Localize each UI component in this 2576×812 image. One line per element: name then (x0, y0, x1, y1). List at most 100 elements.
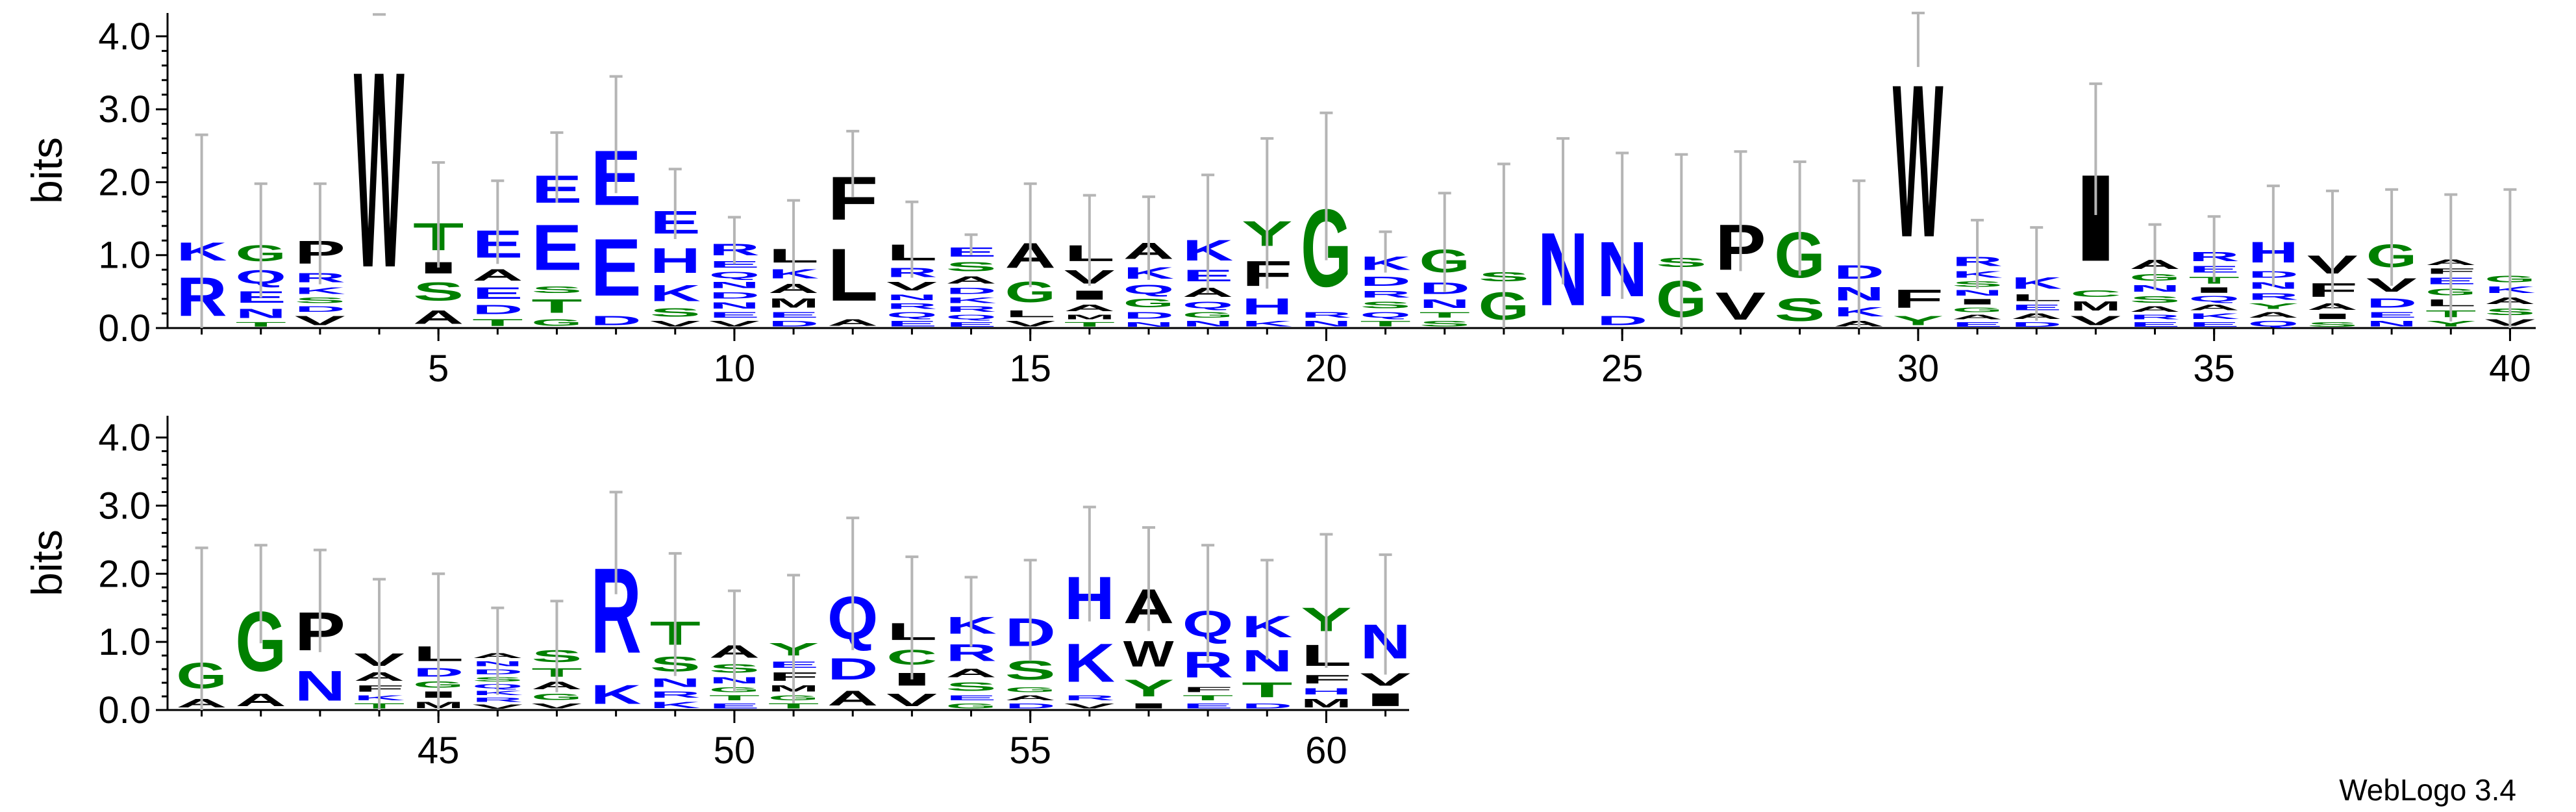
logo-glyph-k: K (2188, 312, 2240, 320)
logo-glyph-n: N (1123, 321, 1174, 328)
logo-glyph-v: V (472, 703, 523, 709)
logo-glyph-d: D (472, 303, 523, 318)
logo-glyph-d: D (945, 286, 996, 296)
logo-glyph-l: L (827, 233, 878, 317)
logo-glyph-t: T (768, 702, 819, 710)
logo-glyph-a: A (827, 317, 878, 328)
logo-glyph-d: D (1597, 313, 1647, 328)
x-tick-label: 45 (418, 730, 460, 772)
logo-glyph-s: S (945, 259, 996, 273)
logo-glyph-t: T (1064, 321, 1115, 328)
logo-glyph-r: R (1301, 311, 1351, 319)
logo-glyph-y: Y (2248, 301, 2299, 311)
y-axis-title: bits (23, 137, 71, 204)
logo-glyph-e: E (531, 212, 582, 285)
logo-glyph-i: I (1123, 702, 1174, 710)
logo-glyph-i: I (1360, 690, 1410, 710)
logo-glyph-e: E (768, 311, 819, 320)
logo-glyph-q: Q (945, 314, 996, 321)
y-tick-label: 3.0 (98, 88, 151, 131)
logo-glyph-s: S (295, 296, 345, 305)
logo-glyph-a: A (2248, 311, 2299, 319)
logo-glyph-q: Q (1182, 299, 1233, 311)
logo-glyph-k: K (945, 296, 997, 305)
logo-glyph-t: T (472, 317, 523, 328)
logo-glyph-m: M (1301, 696, 1351, 710)
x-tick-label: 20 (1305, 348, 1347, 390)
logo-glyph-r: R (2129, 314, 2180, 321)
logo-glyph-d: D (1360, 274, 1410, 289)
logo-glyph-g: G (1123, 297, 1174, 310)
logo-glyph-k: K (590, 679, 641, 710)
logo-glyph-r: R (1360, 289, 1410, 300)
logo-glyph-q: Q (1360, 311, 1410, 319)
logo-glyph-t: T (1360, 320, 1410, 328)
logo-glyph-s: S (2307, 321, 2358, 328)
x-tick-label: 5 (428, 348, 449, 390)
logo-glyph-n: N (886, 293, 937, 301)
logo-glyph-f: F (1182, 685, 1233, 693)
logo-glyph-n: N (295, 662, 345, 709)
x-tick-label: 35 (2193, 348, 2235, 390)
logo-glyph-d: D (590, 313, 641, 328)
logo-glyph-a: A (945, 274, 996, 286)
logo-glyph-v: V (1005, 320, 1055, 328)
logo-glyph-e: E (2129, 321, 2180, 328)
logo-glyph-n: N (2366, 320, 2417, 328)
logo-glyph-q: Q (2188, 294, 2239, 303)
logo-glyph-r: R (945, 305, 996, 313)
logo-glyph-k: K (295, 285, 345, 296)
logo-glyph-s: S (1419, 319, 1470, 328)
logo-glyph-s: S (650, 306, 701, 319)
logo-glyph-r: R (1064, 694, 1115, 702)
logo-glyph-v: V (886, 690, 937, 710)
logo-glyph-d: D (2011, 321, 2062, 328)
logo-glyph-d: D (2366, 296, 2417, 311)
logo-glyph-q: Q (2248, 320, 2299, 328)
logo-glyph-s: S (413, 277, 464, 306)
logo-glyph-m: M (768, 296, 819, 311)
logo-glyph-s: S (945, 680, 996, 694)
logo-glyph-w: W (354, 13, 405, 326)
logo-glyph-d: D (827, 652, 878, 686)
logo-glyph-h: H (650, 241, 701, 281)
x-tick-label: 50 (714, 730, 756, 772)
logo-glyph-n: N (709, 300, 760, 311)
logo-glyph-y: Y (2425, 319, 2476, 328)
logo-glyph-v: V (2070, 313, 2121, 327)
logo-glyph-e: E (590, 222, 641, 313)
logo-glyph-d: D (1123, 310, 1174, 321)
logo-glyph-r: R (650, 690, 701, 700)
logo-glyph-q: Q (709, 270, 760, 280)
logo-glyph-s: S (1774, 292, 1825, 328)
logo-glyph-c: C (2070, 288, 2121, 299)
logo-glyph-g: G (531, 317, 582, 328)
logo-glyph-a: A (236, 689, 286, 710)
logo-glyph-t: T (709, 694, 760, 702)
logo-glyph-a: A (1064, 303, 1115, 314)
y-tick-label: 1.0 (98, 621, 151, 663)
x-tick-label: 25 (1601, 348, 1644, 390)
logo-glyph-y: Y (1893, 314, 1944, 328)
logo-glyph-g: G (531, 692, 582, 702)
logo-glyph-r: R (886, 302, 937, 311)
y-tick-label: 0.0 (98, 689, 151, 731)
y-tick-label: 4.0 (98, 417, 151, 459)
logo-glyph-d: D (1242, 702, 1292, 710)
y-axis-title: bits (23, 529, 71, 596)
logo-glyph-s: S (531, 285, 582, 296)
logo-glyph-k: K (650, 700, 701, 710)
logo-glyph-i: I (2307, 312, 2358, 320)
logo-glyph-t: T (236, 321, 286, 328)
logo-glyph-s: S (2129, 294, 2180, 305)
logo-glyph-a: A (413, 306, 464, 328)
logo-glyph-i: I (2188, 286, 2239, 294)
x-tick-label: 30 (1897, 348, 1940, 390)
logo-glyph-v: V (1715, 284, 1766, 327)
logo-glyph-d: D (1005, 702, 1055, 710)
logo-glyph-e: E (2366, 311, 2417, 320)
logo-glyph-g: G (1005, 685, 1055, 694)
logo-glyph-g: G (1182, 311, 1233, 319)
logo-glyph-g: G (1952, 306, 2003, 313)
